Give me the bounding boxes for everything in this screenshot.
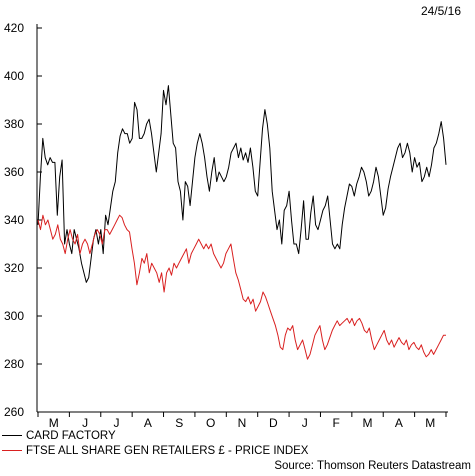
legend-label-ftse-retailers: FTSE ALL SHARE GEN RETAILERS £ - PRICE I… xyxy=(26,445,309,457)
x-tick-label: S xyxy=(175,416,183,430)
chart-source: Source: Thomson Reuters Datastream xyxy=(274,460,471,472)
x-tick-label: M xyxy=(363,416,373,430)
x-tick-label: F xyxy=(332,416,339,430)
y-tick-label: 280 xyxy=(4,357,24,371)
line-chart: 260 280 300 320 340 360 380 400 420 M J J A S O N D J F M A M xyxy=(4,21,448,430)
chart-date: 24/5/16 xyxy=(420,4,461,18)
x-tick-label: A xyxy=(144,416,152,430)
legend-label-card-factory: CARD FACTORY xyxy=(26,430,116,442)
legend-item-ftse-retailers: FTSE ALL SHARE GEN RETAILERS £ - PRICE I… xyxy=(2,445,308,457)
legend-swatch-ftse-retailers xyxy=(2,450,22,452)
chart-axes: 260 280 300 320 340 360 380 400 420 M J J A S O N D J F M A M xyxy=(4,21,448,430)
x-tick-label: O xyxy=(206,416,215,430)
y-tick-label: 380 xyxy=(4,117,24,131)
x-tick-label: A xyxy=(395,416,403,430)
x-tick-label: N xyxy=(238,416,247,430)
y-tick-label: 340 xyxy=(4,213,24,227)
series-line-ftse-retailers xyxy=(37,214,446,360)
y-tick-label: 260 xyxy=(4,405,24,419)
y-tick-label: 300 xyxy=(4,309,24,323)
series-line-card-factory xyxy=(37,85,447,283)
x-tick-label: J xyxy=(302,416,308,430)
y-tick-label: 320 xyxy=(4,261,24,275)
legend-swatch-card-factory xyxy=(2,435,22,437)
x-tick-label: M xyxy=(425,416,435,430)
y-tick-label: 420 xyxy=(4,21,24,35)
x-tick-label: M xyxy=(49,416,59,430)
chart-series xyxy=(37,85,447,360)
x-tick-label: D xyxy=(269,416,278,430)
x-tick-label: J xyxy=(113,416,119,430)
x-tick-label: J xyxy=(82,416,88,430)
y-tick-label: 400 xyxy=(4,69,24,83)
legend-item-card-factory: CARD FACTORY xyxy=(2,430,116,442)
y-tick-label: 360 xyxy=(4,165,24,179)
